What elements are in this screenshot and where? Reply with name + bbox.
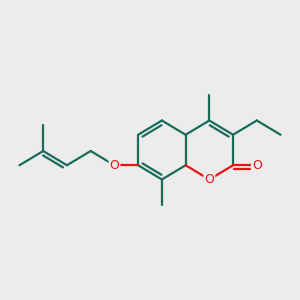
Text: O: O — [204, 173, 214, 186]
Text: O: O — [252, 159, 262, 172]
Text: O: O — [110, 159, 119, 172]
